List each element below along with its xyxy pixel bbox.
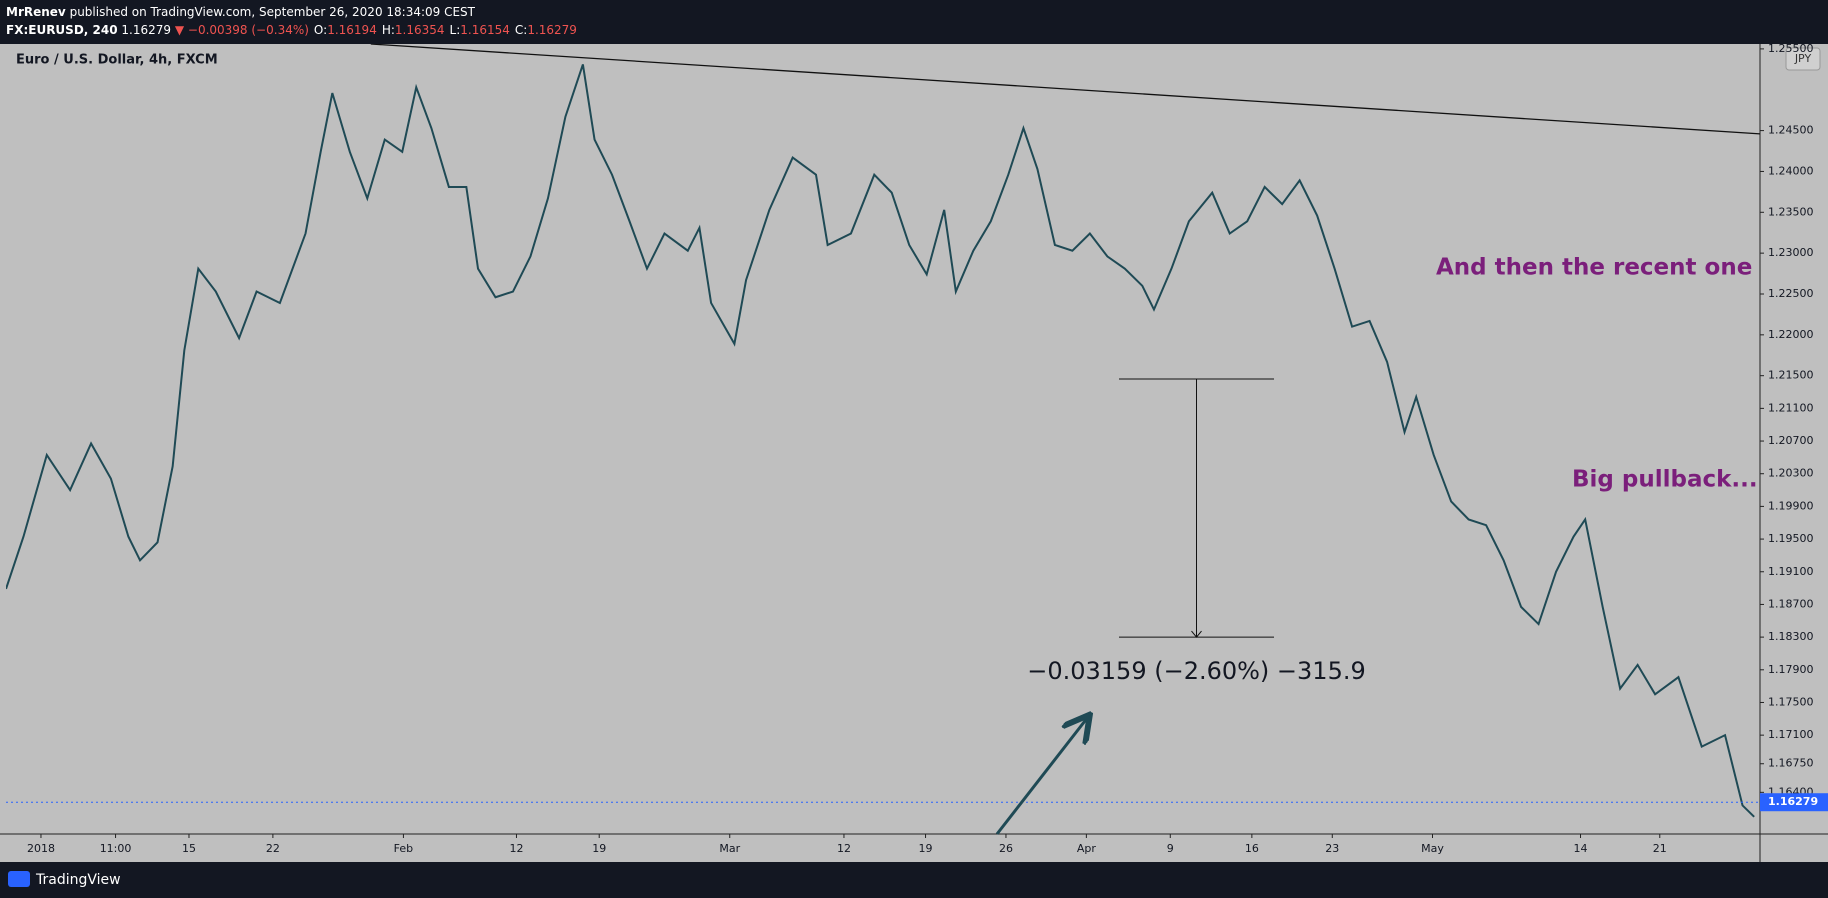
- symbol: FX:EURUSD, 240: [6, 23, 118, 37]
- header-line: MrRenev published on TradingView.com, Se…: [6, 5, 476, 19]
- y-tick-label: 1.18700: [1768, 597, 1814, 610]
- x-tick-label: 23: [1325, 842, 1339, 855]
- ohlc-label: L:: [450, 23, 461, 37]
- y-tick-label: 1.21500: [1768, 369, 1814, 382]
- x-tick-label: Feb: [394, 842, 413, 855]
- currency-button-label[interactable]: JPY: [1794, 52, 1812, 65]
- y-tick-label: 1.19500: [1768, 532, 1814, 545]
- price-line: [6, 64, 1755, 818]
- y-tick-label: 1.22000: [1768, 328, 1814, 341]
- x-tick-label: 22: [266, 842, 280, 855]
- annotation: And then the recent one: [1436, 255, 1752, 281]
- brand-logo: [8, 871, 30, 887]
- ohlc-label: C:: [515, 23, 527, 37]
- x-tick-label: 14: [1574, 842, 1588, 855]
- x-tick-label: 2018: [27, 842, 55, 855]
- x-tick-label: 16: [1245, 842, 1259, 855]
- footer-bar: [0, 862, 1828, 898]
- y-tick-label: 1.17900: [1768, 663, 1814, 676]
- published: published on TradingView.com, September …: [70, 5, 476, 19]
- x-tick-label: 19: [592, 842, 606, 855]
- x-tick-label: 9: [1167, 842, 1174, 855]
- x-tick-label: 19: [919, 842, 933, 855]
- x-tick-label: 11:00: [100, 842, 132, 855]
- ohlc-value: 1.16354: [395, 23, 445, 37]
- x-tick-label: Mar: [719, 842, 740, 855]
- y-tick-label: 1.23000: [1768, 246, 1814, 259]
- y-tick-label: 1.22500: [1768, 287, 1814, 300]
- y-tick-label: 1.23500: [1768, 205, 1814, 218]
- chart-bg: [0, 44, 1828, 862]
- y-tick-label: 1.19100: [1768, 565, 1814, 578]
- y-tick-label: 1.16750: [1768, 757, 1814, 770]
- symbol-line: FX:EURUSD, 240 1.16279 ▼ −0.00398 (−0.34…: [6, 23, 577, 37]
- header-bar: [0, 0, 1828, 44]
- y-tick-label: 1.18300: [1768, 630, 1814, 643]
- ohlc-value: 1.16279: [527, 23, 577, 37]
- x-tick-label: 12: [509, 842, 523, 855]
- y-tick-label: 1.17100: [1768, 728, 1814, 741]
- measure-arrowhead: [1191, 630, 1202, 638]
- ohlc-value: 1.16154: [460, 23, 510, 37]
- chart-title: Euro / U.S. Dollar, 4h, FXCM: [16, 53, 218, 68]
- y-tick-label: 1.19900: [1768, 499, 1814, 512]
- y-tick-label: 1.25500: [1768, 42, 1814, 55]
- trend-line: [370, 44, 1760, 135]
- ohlc-label: O:: [314, 23, 327, 37]
- y-tick-label: 1.24000: [1768, 164, 1814, 177]
- last: 1.16279: [121, 23, 171, 37]
- x-tick-label: 15: [182, 842, 196, 855]
- ohlc-label: H:: [382, 23, 395, 37]
- y-tick-label: 1.21100: [1768, 401, 1814, 414]
- ohlc-value: 1.16194: [327, 23, 377, 37]
- author: MrRenev: [6, 5, 66, 19]
- last-price-box: [1760, 793, 1828, 812]
- arrow-drawing: [995, 717, 1088, 835]
- x-tick-label: Apr: [1077, 842, 1097, 855]
- brand: TradingView: [35, 872, 121, 888]
- measure-label: −0.03159 (−2.60%) −315.9: [1027, 657, 1366, 685]
- annotation: Big pullback...: [1572, 467, 1758, 493]
- currency-button[interactable]: [1785, 47, 1821, 71]
- axes: 1.25500 1.24500 1.24000 1.23500 1.23000 1.225…: [27, 42, 1828, 855]
- y-tick-label: 1.20300: [1768, 467, 1814, 480]
- x-tick-label: 26: [999, 842, 1013, 855]
- y-tick-label: 1.20700: [1768, 434, 1814, 447]
- last-price-label: 1.16279: [1768, 795, 1818, 808]
- x-tick-label: May: [1421, 842, 1444, 855]
- x-tick-label: 21: [1653, 842, 1667, 855]
- plot: −0.03159 (−2.60%) −315.9: [6, 44, 1760, 818]
- y-tick-label: 1.24500: [1768, 124, 1814, 137]
- y-tick-label: 1.17500: [1768, 695, 1814, 708]
- x-tick-label: 12: [837, 842, 851, 855]
- change: ▼ −0.00398 (−0.34%): [175, 23, 309, 37]
